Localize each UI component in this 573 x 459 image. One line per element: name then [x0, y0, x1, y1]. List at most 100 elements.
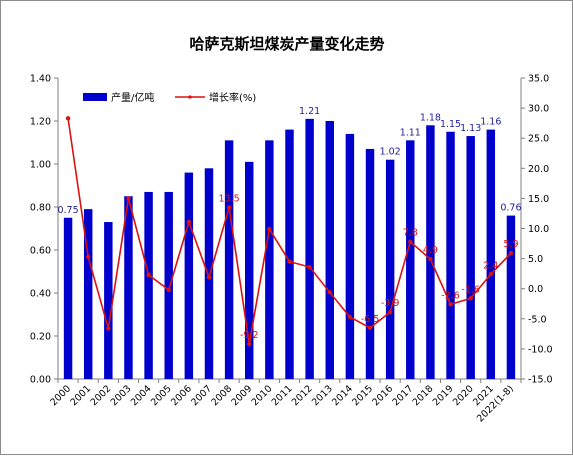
x-tick-label: 2001	[68, 383, 93, 408]
bar	[486, 129, 496, 379]
x-tick-label: 2007	[189, 383, 214, 408]
bar	[83, 209, 93, 379]
x-tick-label: 2003	[109, 383, 134, 408]
bar-data-label: 0.76	[500, 203, 521, 214]
growth-data-label: -9.2	[240, 330, 259, 341]
x-tick-label: 2017	[391, 383, 416, 408]
y-right-tick-label: 20.0	[528, 164, 549, 175]
bar-series	[63, 118, 516, 379]
bar	[184, 172, 194, 379]
growth-point	[126, 196, 131, 201]
bar	[466, 136, 475, 379]
x-tick-label: 2002	[89, 383, 114, 408]
y-left-tick-label: 0.80	[30, 203, 51, 214]
bar	[365, 148, 375, 379]
growth-data-labels: 13.5 -9.2 -6.5-3.9 7.8 4.9 -2.6-1.6 2.4 5.9	[219, 193, 519, 341]
x-tick-label: 2009	[229, 383, 254, 408]
growth-point	[307, 264, 312, 270]
bar	[285, 129, 294, 379]
growth-point	[226, 205, 232, 210]
x-tick-label: 2012	[290, 383, 315, 408]
growth-data-label: 4.9	[423, 245, 438, 256]
x-tick-label: 2011	[270, 383, 295, 408]
legend-bar-label: 产量/亿吨	[111, 91, 154, 104]
growth-point	[327, 290, 332, 295]
bar	[426, 125, 435, 379]
bar	[104, 222, 113, 379]
bar	[325, 121, 334, 379]
growth-point	[488, 272, 494, 277]
y-left-tick-label: 0.60	[30, 246, 51, 257]
legend-line-marker	[188, 95, 192, 99]
y-right-tick-label: 25.0	[528, 134, 549, 145]
growth-point	[85, 254, 91, 259]
bar-data-label: 1.13	[460, 123, 481, 134]
bar	[385, 159, 395, 379]
bar-data-label: 1.18	[420, 112, 441, 123]
bar	[305, 118, 314, 379]
growth-point	[146, 272, 151, 278]
y-right-tick-label: -15.0	[528, 375, 553, 386]
bar-data-labels: 0.75 1.21 1.02 1.11 1.181.151.131.16 0.76	[57, 106, 521, 216]
x-tick-label: 2019	[431, 383, 456, 408]
growth-point	[408, 239, 413, 244]
y-right-tick-label: 5.0	[528, 254, 543, 265]
x-tick-label: 2005	[149, 383, 174, 408]
y-right-tick-label: 35.0	[528, 74, 549, 85]
growth-point	[206, 275, 212, 280]
growth-point	[267, 226, 272, 232]
bar	[224, 140, 234, 379]
x-tick-label: 2006	[169, 383, 194, 408]
x-tick-label: 2004	[129, 383, 154, 408]
growth-point	[508, 250, 514, 256]
bar	[245, 161, 254, 379]
x-tick-label: 2014	[330, 383, 355, 408]
y-right-tick-label: 15.0	[528, 194, 549, 205]
chart-title: 哈萨克斯坦煤炭产量变化走势	[189, 35, 384, 53]
growth-data-label: 2.4	[483, 260, 498, 271]
legend-line-label: 增长率(%)	[209, 91, 256, 104]
growth-data-label: -3.9	[381, 298, 400, 309]
growth-point	[287, 259, 292, 264]
growth-point	[247, 341, 252, 347]
bar	[164, 191, 173, 379]
growth-point	[387, 309, 393, 315]
growth-point	[106, 326, 111, 331]
x-tick-label: 2016	[370, 383, 395, 408]
growth-point	[367, 325, 373, 331]
y-left-tick-label: 1.20	[30, 117, 51, 128]
growth-line-series	[65, 116, 514, 347]
bar-data-label: 1.15	[440, 119, 461, 130]
bar	[506, 215, 516, 379]
bar	[265, 140, 274, 379]
growth-point	[186, 219, 192, 225]
bar	[63, 217, 73, 379]
bar-data-label: 1.16	[480, 117, 501, 128]
growth-point	[166, 287, 171, 293]
y-right-tick-label: -5.0	[528, 314, 547, 325]
legend: 产量/亿吨 增长率(%)	[83, 91, 256, 104]
bar-data-label: 0.75	[57, 205, 78, 216]
x-tick-label: 2013	[310, 383, 335, 408]
bar	[406, 140, 415, 379]
x-tick-label: 2015	[350, 383, 375, 408]
growth-data-label: 7.8	[403, 228, 418, 239]
growth-data-label: 5.9	[503, 239, 518, 250]
growth-point	[428, 257, 433, 262]
bar-data-label: 1.21	[299, 106, 320, 117]
bar	[144, 191, 153, 379]
y-left-tick-label: 0.20	[30, 332, 51, 343]
bar	[204, 168, 214, 379]
legend-bar-swatch	[83, 93, 107, 101]
axes: 0.00 0.20 0.40 0.60 0.80 1.00 1.20 1.40 -15.0 -10…	[30, 74, 553, 386]
x-tick-labels: 2000200120022003200420052006200720082009…	[48, 383, 516, 424]
y-right-tick-label: 30.0	[528, 104, 549, 115]
bar	[345, 133, 355, 379]
growth-point	[347, 314, 353, 320]
y-right-tick-label: 10.0	[528, 224, 549, 235]
bar	[124, 196, 133, 379]
x-tick-label: 2008	[209, 383, 234, 408]
y-left-tick-label: 0.40	[30, 289, 51, 300]
